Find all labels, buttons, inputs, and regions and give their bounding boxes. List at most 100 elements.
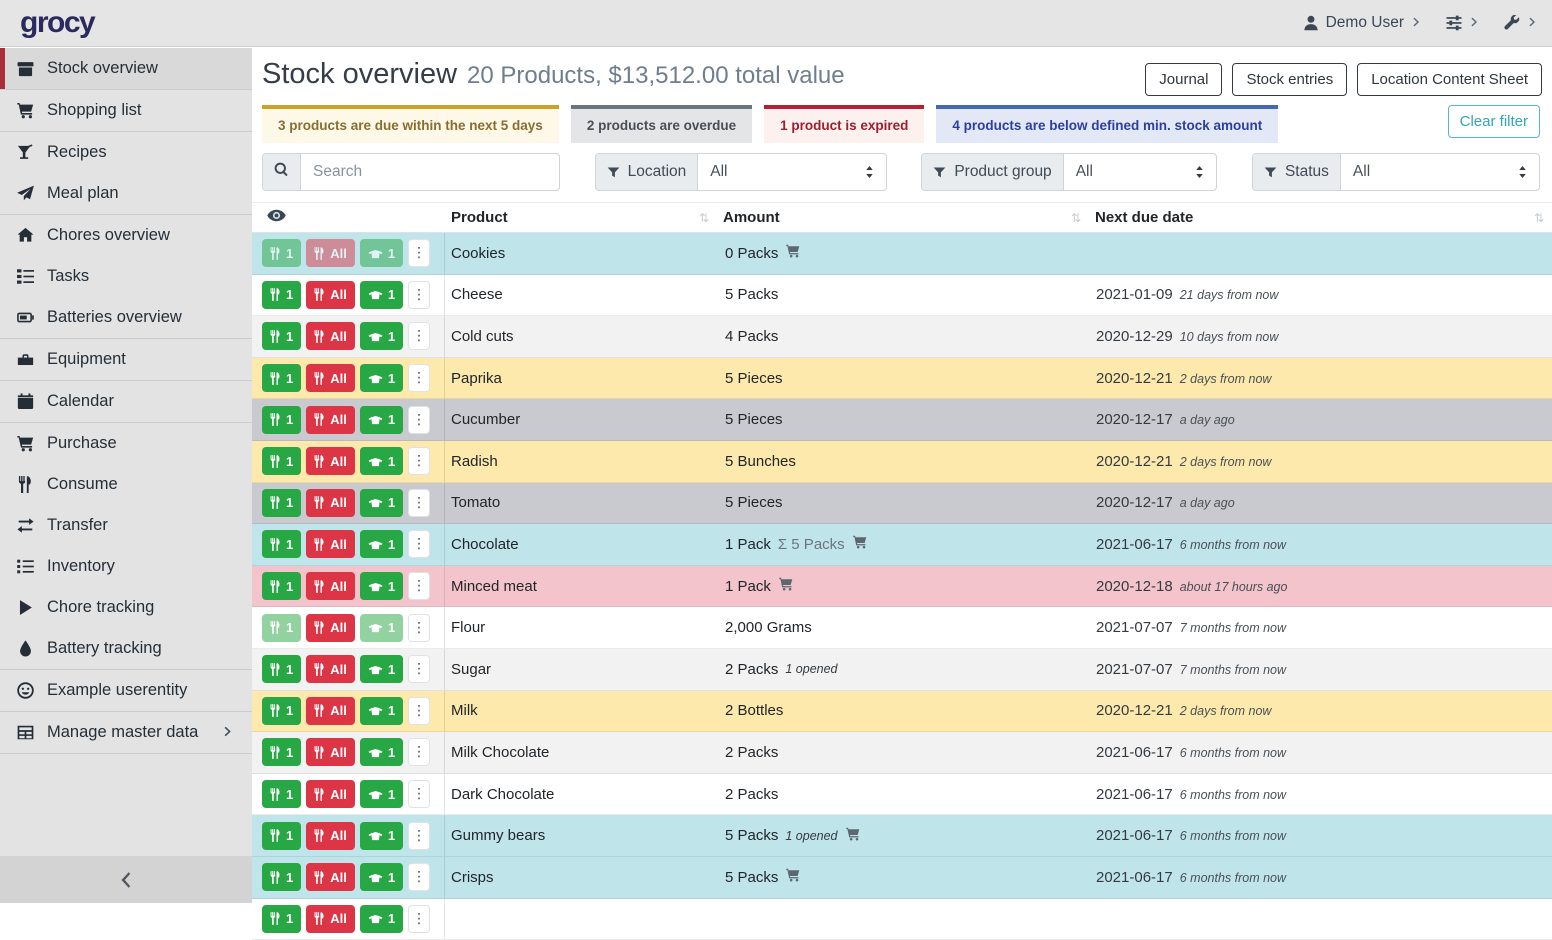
sidebar-item-calendar[interactable]: Calendar xyxy=(0,381,252,422)
consume-all-button[interactable]: All xyxy=(306,281,355,309)
row-menu-button[interactable]: ⋮ xyxy=(408,822,430,850)
status-filter-select[interactable]: All xyxy=(1341,154,1539,190)
consume-all-button[interactable]: All xyxy=(306,905,355,933)
consume-all-button[interactable]: All xyxy=(306,364,355,392)
consume-one-button[interactable]: 1 xyxy=(262,406,301,434)
consume-one-button[interactable]: 1 xyxy=(262,738,301,766)
sidebar-item-equipment[interactable]: Equipment xyxy=(0,339,252,380)
sidebar-item-example-userentity[interactable]: Example userentity xyxy=(0,670,252,711)
open-one-button[interactable]: 1 xyxy=(360,530,403,558)
consume-all-button[interactable]: All xyxy=(306,239,355,267)
sidebar-item-batteries-overview[interactable]: Batteries overview xyxy=(0,297,252,338)
open-one-button[interactable]: 1 xyxy=(360,697,403,725)
display-settings-menu[interactable] xyxy=(1446,14,1478,32)
consume-one-button[interactable]: 1 xyxy=(262,780,301,808)
row-menu-button[interactable]: ⋮ xyxy=(408,406,430,434)
consume-one-button[interactable]: 1 xyxy=(262,281,301,309)
column-visibility-header[interactable] xyxy=(252,208,445,227)
open-one-button[interactable]: 1 xyxy=(360,447,403,475)
sidebar-item-transfer[interactable]: Transfer xyxy=(0,505,252,546)
sort-icon[interactable]: ⇅ xyxy=(1071,211,1081,225)
app-logo[interactable]: grocy xyxy=(20,6,94,40)
sidebar-item-chores-overview[interactable]: Chores overview xyxy=(0,215,252,256)
sidebar-item-consume[interactable]: Consume xyxy=(0,464,252,505)
stock-entries-button[interactable]: Stock entries xyxy=(1232,63,1347,96)
row-menu-button[interactable]: ⋮ xyxy=(408,614,430,642)
row-menu-button[interactable]: ⋮ xyxy=(408,655,430,683)
row-menu-button[interactable]: ⋮ xyxy=(408,530,430,558)
consume-all-button[interactable]: All xyxy=(306,655,355,683)
sidebar-item-purchase[interactable]: Purchase xyxy=(0,423,252,464)
banner-warning[interactable]: 3 products are due within the next 5 day… xyxy=(262,105,559,143)
row-menu-button[interactable]: ⋮ xyxy=(408,447,430,475)
sidebar-item-tasks[interactable]: Tasks xyxy=(0,256,252,297)
consume-one-button[interactable]: 1 xyxy=(262,822,301,850)
open-one-button[interactable]: 1 xyxy=(360,655,403,683)
open-one-button[interactable]: 1 xyxy=(360,863,403,891)
row-menu-button[interactable]: ⋮ xyxy=(408,489,430,517)
open-one-button[interactable]: 1 xyxy=(360,572,403,600)
open-one-button[interactable]: 1 xyxy=(360,614,403,642)
open-one-button[interactable]: 1 xyxy=(360,322,403,350)
col-header-product[interactable]: Product ⇅ xyxy=(445,209,717,226)
consume-all-button[interactable]: All xyxy=(306,863,355,891)
consume-all-button[interactable]: All xyxy=(306,322,355,350)
sidebar-item-shopping-list[interactable]: Shopping list xyxy=(0,90,252,131)
open-one-button[interactable]: 1 xyxy=(360,239,403,267)
sidebar-item-recipes[interactable]: Recipes xyxy=(0,132,252,173)
open-one-button[interactable]: 1 xyxy=(360,738,403,766)
consume-one-button[interactable]: 1 xyxy=(262,489,301,517)
consume-one-button[interactable]: 1 xyxy=(262,614,301,642)
consume-one-button[interactable]: 1 xyxy=(262,322,301,350)
row-menu-button[interactable]: ⋮ xyxy=(408,738,430,766)
open-one-button[interactable]: 1 xyxy=(360,489,403,517)
open-one-button[interactable]: 1 xyxy=(360,281,403,309)
consume-one-button[interactable]: 1 xyxy=(262,530,301,558)
row-menu-button[interactable]: ⋮ xyxy=(408,281,430,309)
col-header-next-due-date[interactable]: Next due date ⇅ xyxy=(1089,209,1552,226)
banner-primary[interactable]: 4 products are below defined min. stock … xyxy=(936,105,1278,143)
sidebar-item-inventory[interactable]: Inventory xyxy=(0,546,252,587)
sidebar-item-battery-tracking[interactable]: Battery tracking xyxy=(0,628,252,669)
search-input[interactable] xyxy=(301,154,559,190)
open-one-button[interactable]: 1 xyxy=(360,406,403,434)
row-menu-button[interactable]: ⋮ xyxy=(408,905,430,933)
row-menu-button[interactable]: ⋮ xyxy=(408,697,430,725)
location-filter-select[interactable]: All xyxy=(698,154,885,190)
consume-all-button[interactable]: All xyxy=(306,780,355,808)
consume-one-button[interactable]: 1 xyxy=(262,239,301,267)
consume-all-button[interactable]: All xyxy=(306,447,355,475)
sidebar-item-chore-tracking[interactable]: Chore tracking xyxy=(0,587,252,628)
consume-one-button[interactable]: 1 xyxy=(262,905,301,933)
open-one-button[interactable]: 1 xyxy=(360,905,403,933)
consume-all-button[interactable]: All xyxy=(306,822,355,850)
open-one-button[interactable]: 1 xyxy=(360,780,403,808)
user-menu[interactable]: Demo User xyxy=(1303,14,1420,32)
open-one-button[interactable]: 1 xyxy=(360,822,403,850)
journal-button[interactable]: Journal xyxy=(1145,63,1222,96)
banner-secondary[interactable]: 2 products are overdue xyxy=(571,105,752,143)
sidebar-collapse-button[interactable] xyxy=(0,856,252,903)
consume-one-button[interactable]: 1 xyxy=(262,364,301,392)
location-content-sheet-button[interactable]: Location Content Sheet xyxy=(1357,63,1542,96)
clear-filter-button[interactable]: Clear filter xyxy=(1448,105,1540,138)
sort-icon[interactable]: ⇅ xyxy=(699,211,709,225)
row-menu-button[interactable]: ⋮ xyxy=(408,364,430,392)
row-menu-button[interactable]: ⋮ xyxy=(408,863,430,891)
consume-all-button[interactable]: All xyxy=(306,530,355,558)
sidebar-item-stock-overview[interactable]: Stock overview xyxy=(0,48,252,89)
row-menu-button[interactable]: ⋮ xyxy=(408,572,430,600)
admin-menu[interactable] xyxy=(1504,14,1536,32)
row-menu-button[interactable]: ⋮ xyxy=(408,239,430,267)
consume-all-button[interactable]: All xyxy=(306,614,355,642)
consume-all-button[interactable]: All xyxy=(306,489,355,517)
consume-one-button[interactable]: 1 xyxy=(262,447,301,475)
consume-all-button[interactable]: All xyxy=(306,738,355,766)
col-header-amount[interactable]: Amount ⇅ xyxy=(717,209,1089,226)
consume-all-button[interactable]: All xyxy=(306,697,355,725)
sidebar-item-meal-plan[interactable]: Meal plan xyxy=(0,173,252,214)
consume-one-button[interactable]: 1 xyxy=(262,572,301,600)
consume-one-button[interactable]: 1 xyxy=(262,697,301,725)
row-menu-button[interactable]: ⋮ xyxy=(408,322,430,350)
open-one-button[interactable]: 1 xyxy=(360,364,403,392)
